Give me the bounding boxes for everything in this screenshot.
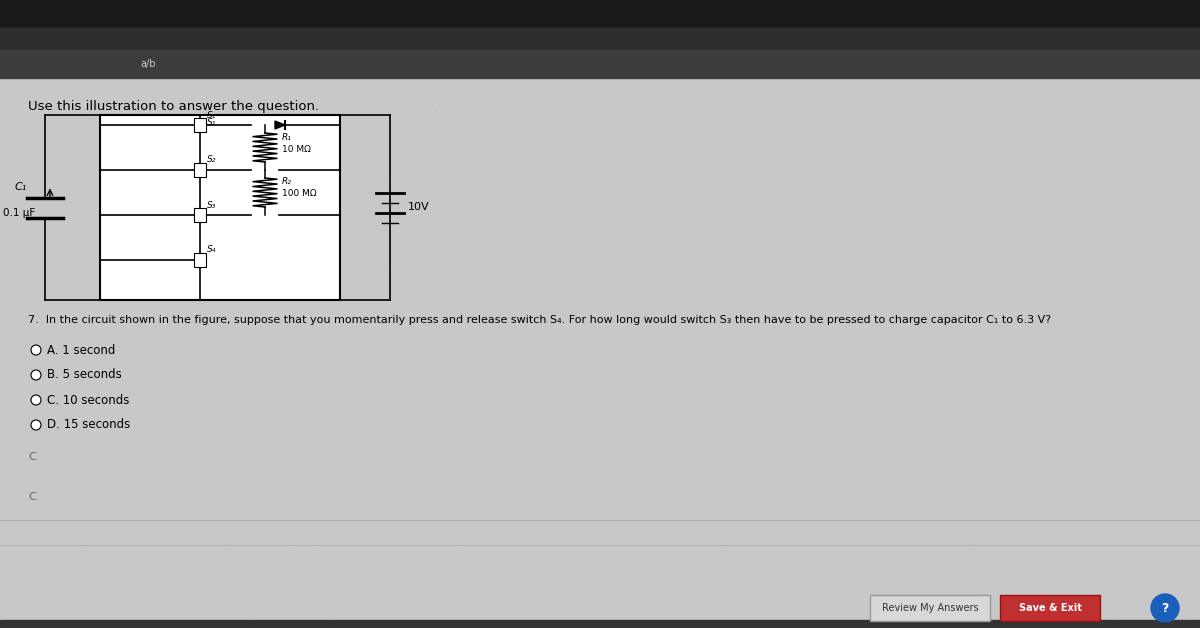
Bar [194, 253, 206, 267]
Text: ?: ? [1162, 602, 1169, 615]
Text: 10V: 10V [408, 202, 430, 212]
Text: Review My Answers: Review My Answers [882, 603, 978, 613]
Polygon shape [275, 121, 286, 129]
Bar [870, 595, 990, 621]
Text: S₂: S₂ [208, 156, 216, 165]
Text: S₁: S₁ [208, 118, 216, 127]
Text: Save & Exit: Save & Exit [1019, 603, 1081, 613]
Text: a/b: a/b [140, 59, 156, 69]
Bar [0, 78, 1200, 628]
Circle shape [31, 420, 41, 430]
Bar [194, 118, 206, 132]
Circle shape [31, 370, 41, 380]
Text: R₂: R₂ [282, 178, 292, 187]
Text: A. 1 second: A. 1 second [47, 344, 115, 357]
Text: 10 MΩ: 10 MΩ [282, 144, 311, 153]
Bar [0, 620, 1200, 628]
Bar [194, 163, 206, 177]
Text: 7.  In the circuit shown in the figure, suppose that you momentarily press and r: 7. In the circuit shown in the figure, s… [28, 315, 1051, 325]
Bar [1000, 595, 1100, 621]
Circle shape [31, 395, 41, 405]
Text: C. 10 seconds: C. 10 seconds [47, 394, 130, 406]
Bar [100, 115, 340, 300]
Bar [194, 208, 206, 222]
Text: C: C [28, 492, 36, 502]
Bar [0, 28, 1200, 50]
Circle shape [1151, 594, 1178, 622]
Text: S₃: S₃ [208, 200, 216, 210]
Text: C₁: C₁ [14, 183, 28, 193]
Text: 100 MΩ: 100 MΩ [282, 190, 317, 198]
Bar [0, 50, 1200, 78]
Text: R₁: R₁ [282, 133, 292, 141]
Text: Use this illustration to answer the question.: Use this illustration to answer the ques… [28, 100, 319, 113]
Text: B. 5 seconds: B. 5 seconds [47, 369, 121, 381]
Text: C: C [28, 452, 36, 462]
Circle shape [31, 345, 41, 355]
Text: D. 15 seconds: D. 15 seconds [47, 418, 131, 431]
Text: S₁: S₁ [208, 111, 216, 119]
Text: 0.1 μF: 0.1 μF [2, 207, 35, 217]
Text: S₄: S₄ [208, 246, 216, 254]
Bar [0, 0, 1200, 28]
